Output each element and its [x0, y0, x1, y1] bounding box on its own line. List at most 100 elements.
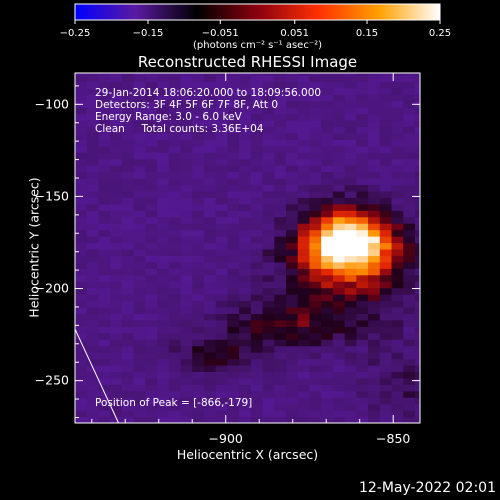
heatmap-cell	[192, 229, 205, 237]
heatmap-cell	[239, 73, 252, 76]
heatmap-cell	[356, 261, 369, 269]
heatmap-cell	[250, 74, 264, 82]
heatmap-cell	[192, 197, 205, 205]
heatmap-cell	[133, 119, 146, 128]
heatmap-cell	[192, 132, 205, 140]
heatmap-cell	[332, 236, 346, 244]
heatmap-cell	[75, 158, 88, 166]
heatmap-cell	[110, 384, 123, 392]
heatmap-cell	[368, 281, 381, 289]
heatmap-cell	[297, 326, 311, 334]
heatmap-cell	[75, 371, 88, 379]
heatmap-cell	[98, 158, 111, 166]
heatmap-cell	[145, 236, 158, 244]
heatmap-cell	[286, 397, 299, 405]
heatmap-cell	[239, 377, 252, 385]
heatmap-cell	[356, 410, 369, 418]
heatmap-cell	[168, 261, 182, 269]
heatmap-cell	[133, 294, 146, 302]
heatmap-cell	[133, 73, 146, 76]
heatmap-cell	[110, 87, 123, 95]
heatmap-cell	[286, 416, 299, 423]
heatmap-cell	[227, 248, 240, 256]
heatmap-cell	[227, 236, 240, 244]
heatmap-cell	[368, 73, 381, 76]
heatmap-cell	[321, 377, 334, 385]
heatmap-cell	[250, 390, 264, 398]
heatmap-cell	[86, 384, 100, 392]
heatmap-cell	[227, 74, 240, 82]
heatmap-cell	[368, 158, 381, 166]
heatmap-cell	[75, 197, 88, 205]
heatmap-cell	[309, 416, 322, 423]
heatmap-cell	[368, 332, 381, 340]
heatmap-cell	[344, 158, 357, 166]
heatmap-cell	[180, 223, 193, 231]
heatmap-cell	[192, 313, 205, 321]
heatmap-cell	[391, 403, 404, 411]
heatmap-cell	[403, 339, 416, 347]
heatmap-cell	[414, 319, 420, 327]
heatmap-cell	[403, 261, 416, 269]
heatmap-cell	[180, 416, 193, 423]
heatmap-cell	[368, 294, 381, 302]
heatmap-cell	[110, 261, 123, 269]
heatmap-cell	[309, 300, 322, 308]
heatmap-cell	[250, 313, 264, 321]
heatmap-cell	[215, 236, 229, 244]
heatmap-cell	[274, 242, 287, 250]
heatmap-cell	[391, 390, 404, 398]
heatmap-cell	[309, 319, 322, 327]
heatmap-cell	[133, 242, 146, 250]
heatmap-cell	[274, 178, 287, 186]
heatmap-cell	[215, 287, 229, 295]
heatmap-cell	[332, 81, 346, 89]
heatmap-cell	[203, 274, 217, 282]
heatmap-cell	[309, 364, 322, 373]
heatmap-cell	[286, 384, 299, 392]
heatmap-cell	[356, 126, 369, 134]
heatmap-cell	[168, 306, 182, 314]
heatmap-cell	[321, 73, 334, 76]
heatmap-cell	[145, 178, 158, 186]
heatmap-cell	[168, 197, 182, 205]
heatmap-cell	[157, 126, 170, 134]
heatmap-cell	[157, 158, 170, 166]
heatmap-cell	[110, 397, 123, 405]
heatmap-cell	[121, 384, 135, 392]
heatmap-cell	[274, 139, 287, 147]
heatmap-cell	[145, 242, 158, 250]
heatmap-cell	[403, 274, 416, 282]
heatmap-cell	[332, 281, 346, 289]
heatmap-cell	[403, 352, 416, 360]
heatmap-cell	[203, 345, 217, 353]
heatmap-cell	[391, 287, 404, 295]
heatmap-cell	[133, 371, 146, 379]
heatmap-cell	[297, 345, 311, 353]
heatmap-cell	[391, 326, 404, 334]
heatmap-cell	[286, 197, 299, 205]
heatmap-cell	[157, 326, 170, 334]
heatmap-cell	[379, 306, 393, 314]
heatmap-cell	[274, 371, 287, 379]
heatmap-cell	[379, 294, 393, 302]
heatmap-cell	[86, 165, 100, 173]
heatmap-cell	[250, 87, 264, 95]
heatmap-cell	[321, 171, 334, 179]
heatmap-cell	[227, 287, 240, 295]
heatmap-cell	[356, 216, 369, 224]
heatmap-cell	[368, 81, 381, 89]
heatmap-cell	[86, 377, 100, 385]
heatmap-cell	[297, 165, 311, 173]
heatmap-cell	[192, 345, 205, 353]
heatmap-cell	[168, 287, 182, 295]
heatmap-cell	[368, 248, 381, 256]
heatmap-cell	[203, 319, 217, 327]
heatmap-cell	[391, 119, 404, 128]
heatmap-cell	[157, 410, 170, 418]
heatmap-cell	[227, 300, 240, 308]
heatmap-cell	[250, 119, 264, 128]
heatmap-cell	[192, 113, 205, 121]
heatmap-cell	[309, 210, 322, 218]
heatmap-cell	[110, 74, 123, 82]
